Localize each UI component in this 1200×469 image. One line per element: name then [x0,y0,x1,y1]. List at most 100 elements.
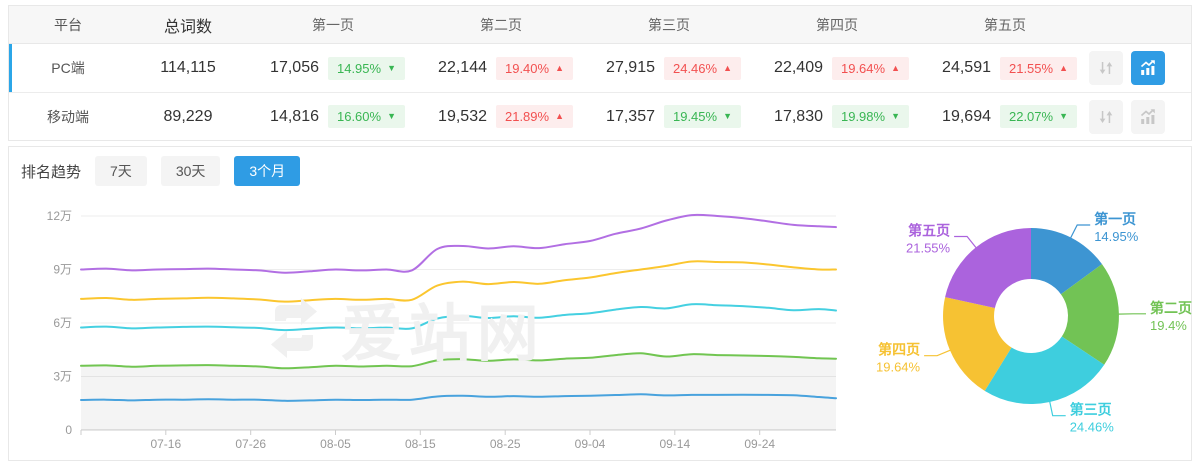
svg-text:3万: 3万 [53,370,72,384]
change-badge: 16.60% ▼ [327,105,405,128]
change-badge: 19.64% ▲ [831,56,909,80]
page1-cell: 14,816 16.60% ▼ [249,105,417,128]
page5-cell: 24,591 21.55% ▲ [921,56,1089,80]
change-badge: 19.98% ▼ [831,105,909,128]
svg-text:12万: 12万 [47,209,72,223]
page2-cell: 19,532 21.89% ▲ [417,105,585,128]
page-rank-count: 17,830 [774,107,823,125]
page-rank-count: 24,591 [942,59,991,76]
change-percent: 19.40% [504,60,550,76]
tab-3-months[interactable]: 3个月 [234,156,301,186]
svg-text:第三页: 第三页 [1070,402,1112,418]
change-percent: 24.46% [672,60,718,76]
period-tabs: 7天 30天 3个月 [95,156,301,186]
trend-arrow-icon: ▼ [1059,111,1068,121]
row-selected-indicator [9,93,12,140]
trend-arrow-icon: ▲ [723,62,732,73]
page-rank-count: 19,532 [438,107,487,125]
svg-text:14.95%: 14.95% [1094,229,1139,244]
trend-arrow-icon: ▲ [555,111,564,121]
change-percent: 16.60% [336,109,382,124]
page-rank-count: 17,056 [270,59,319,76]
sort-button[interactable] [1089,51,1123,85]
change-percent: 19.98% [840,109,886,124]
change-percent: 14.95% [336,60,382,76]
column-header-page1: 第一页 [312,16,354,33]
page2-cell: 22,144 19.40% ▲ [417,56,585,80]
page-rank-count: 19,694 [942,107,991,125]
up-down-arrows-icon [1099,62,1113,74]
change-badge: 21.55% ▲ [999,56,1077,80]
total-keywords-value: 114,115 [160,59,216,76]
svg-text:第二页: 第二页 [1150,300,1192,316]
page-rank-count: 22,144 [438,59,487,76]
trend-line-chart[interactable]: 0 3万 6万 9万 12万 07-16 07-26 08-05 08-15 08-25 09-04… [21,189,851,451]
trend-chart-button[interactable] [1131,99,1165,134]
trend-arrow-icon: ▼ [387,111,396,121]
table-row-mobile[interactable]: 移动端 89,229 14,816 16.60% ▼ 19,532 21.89% ▲… [9,92,1191,140]
trend-line-chart-area: 爱站网 0 3万 6万 9万 12万 07-16 07-26 08-05 08-15 08-25 0… [21,189,851,456]
change-badge: 14.95% ▼ [327,56,405,80]
page-rank-count: 14,816 [270,107,319,125]
sort-button[interactable] [1089,99,1123,134]
page3-cell: 27,915 24.46% ▲ [585,56,753,80]
table-header: 平台 总词数 第一页 第二页 第三页 第四页 第五页 [9,6,1191,44]
change-badge: 19.45% ▼ [663,105,741,128]
svg-text:07-16: 07-16 [150,437,181,451]
svg-text:09-24: 09-24 [744,437,775,451]
page4-cell: 17,830 19.98% ▼ [753,105,921,128]
svg-text:0: 0 [65,423,72,437]
svg-text:第四页: 第四页 [878,342,920,358]
total-keywords-value: 89,229 [163,107,213,125]
svg-text:08-15: 08-15 [405,437,436,451]
svg-text:07-26: 07-26 [235,437,266,451]
column-header-platform: 平台 [54,16,82,33]
svg-text:09-04: 09-04 [575,437,606,451]
svg-text:6万: 6万 [53,316,72,330]
tab-30-days[interactable]: 30天 [160,156,221,186]
page1-cell: 17,056 14.95% ▼ [249,56,417,80]
table-row-pc[interactable]: PC端 114,115 17,056 14.95% ▼ 22,144 19.40%… [9,44,1191,92]
platform-label: 移动端 [47,108,89,125]
svg-text:第一页: 第一页 [1094,211,1136,227]
trend-chart-icon [1140,60,1155,75]
change-percent: 19.45% [672,109,718,124]
page-distribution-donut-area: 第一页 14.95% 第二页 19.4% 第三页 24.46% 第四页 19.64% 第五页 21… [851,189,1200,456]
trend-arrow-icon: ▼ [891,111,900,121]
page-rank-count: 27,915 [606,59,655,76]
trend-arrow-icon: ▲ [1059,62,1068,73]
svg-text:24.46%: 24.46% [1070,420,1115,435]
trend-chart-icon [1140,108,1155,124]
svg-text:19.4%: 19.4% [1150,318,1187,333]
section-title: 排名趋势 [21,163,82,181]
trend-chart-button[interactable] [1131,51,1165,85]
svg-text:第五页: 第五页 [908,223,950,239]
change-badge: 24.46% ▲ [663,56,741,80]
change-percent: 21.89% [504,109,550,124]
svg-text:08-05: 08-05 [320,437,351,451]
change-badge: 21.89% ▲ [495,105,573,128]
svg-text:19.64%: 19.64% [876,360,921,375]
change-percent: 19.64% [840,60,886,76]
change-badge: 22.07% ▼ [999,105,1077,128]
column-header-page2: 第二页 [480,16,522,33]
trend-arrow-icon: ▲ [555,62,564,73]
svg-text:21.55%: 21.55% [906,241,951,256]
row-selected-indicator [9,44,12,92]
page-distribution-donut-chart[interactable]: 第一页 14.95% 第二页 19.4% 第三页 24.46% 第四页 19.64% 第五页 21… [851,189,1200,451]
trend-arrow-icon: ▼ [387,62,396,73]
tab-7-days[interactable]: 7天 [95,156,147,186]
page5-cell: 19,694 22.07% ▼ [921,105,1089,128]
change-percent: 21.55% [1008,60,1054,76]
page4-cell: 22,409 19.64% ▲ [753,56,921,80]
platform-label: PC端 [51,60,85,76]
column-header-page3: 第三页 [648,16,690,33]
change-percent: 22.07% [1008,109,1054,124]
page-rank-count: 17,357 [606,107,655,125]
column-header-page4: 第四页 [816,16,858,33]
column-header-page5: 第五页 [984,16,1026,33]
keyword-rank-table: 平台 总词数 第一页 第二页 第三页 第四页 第五页 PC端 114,115 1… [8,5,1192,141]
page3-cell: 17,357 19.45% ▼ [585,105,753,128]
svg-text:9万: 9万 [53,263,72,277]
